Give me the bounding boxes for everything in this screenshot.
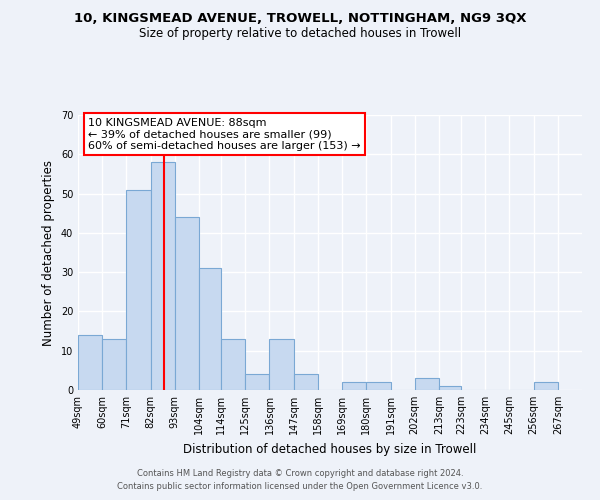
Bar — [175, 217, 199, 390]
Bar — [533, 382, 558, 390]
Bar — [127, 190, 151, 390]
Bar — [342, 382, 367, 390]
Bar — [415, 378, 439, 390]
Bar — [367, 382, 391, 390]
Bar — [78, 335, 102, 390]
Bar — [221, 339, 245, 390]
X-axis label: Distribution of detached houses by size in Trowell: Distribution of detached houses by size … — [184, 442, 476, 456]
Bar — [439, 386, 461, 390]
Text: Size of property relative to detached houses in Trowell: Size of property relative to detached ho… — [139, 28, 461, 40]
Text: 10 KINGSMEAD AVENUE: 88sqm
← 39% of detached houses are smaller (99)
60% of semi: 10 KINGSMEAD AVENUE: 88sqm ← 39% of deta… — [88, 118, 361, 151]
Bar — [245, 374, 269, 390]
Bar — [199, 268, 221, 390]
Bar — [102, 339, 127, 390]
Text: Contains HM Land Registry data © Crown copyright and database right 2024.: Contains HM Land Registry data © Crown c… — [137, 468, 463, 477]
Bar — [293, 374, 318, 390]
Text: Contains public sector information licensed under the Open Government Licence v3: Contains public sector information licen… — [118, 482, 482, 491]
Text: 10, KINGSMEAD AVENUE, TROWELL, NOTTINGHAM, NG9 3QX: 10, KINGSMEAD AVENUE, TROWELL, NOTTINGHA… — [74, 12, 526, 26]
Bar — [269, 339, 293, 390]
Y-axis label: Number of detached properties: Number of detached properties — [42, 160, 55, 346]
Bar — [151, 162, 175, 390]
